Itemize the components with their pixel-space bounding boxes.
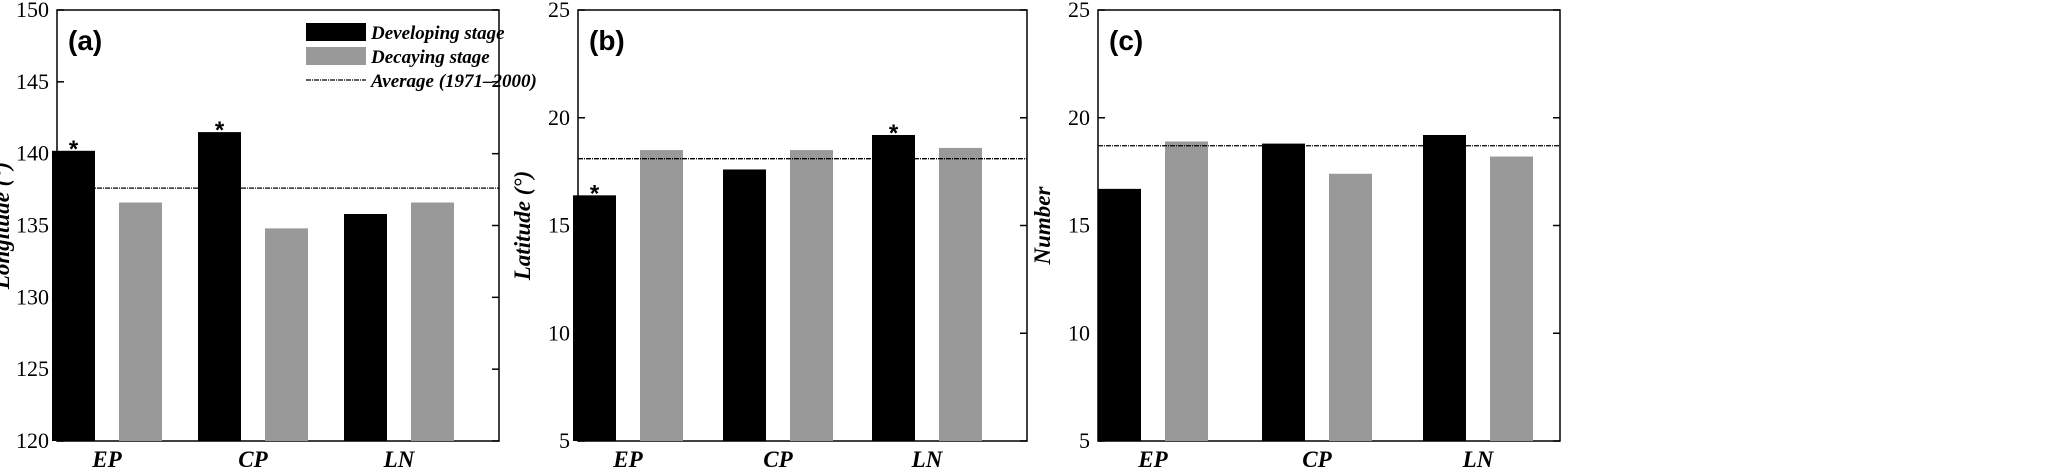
y-tick-label: 120 (16, 428, 49, 453)
y-tick-label: 20 (1068, 105, 1090, 130)
legend-decaying-swatch (306, 47, 366, 65)
y-tick-label: 145 (16, 69, 49, 94)
y-tick-label: 20 (548, 105, 570, 130)
legend-developing-swatch (306, 23, 366, 41)
panel-label: (a) (68, 25, 102, 56)
x-category-label: CP (763, 447, 793, 470)
y-tick-label: 140 (16, 141, 49, 166)
bar-decaying-ep (1165, 141, 1208, 441)
y-tick-label: 15 (548, 213, 570, 238)
panel-3: 5 10 15 20 25 Number (c) EP CP LN (1030, 0, 1561, 470)
x-category-label: EP (612, 447, 643, 470)
y-axis-label: Longitude (°) (0, 162, 14, 290)
y-tick-label: 5 (1079, 428, 1090, 453)
x-category-label: LN (383, 447, 416, 470)
y-tick-label: 25 (548, 0, 570, 22)
bar-decaying-cp (790, 150, 833, 441)
x-category-label: EP (1137, 447, 1168, 470)
x-category-label: LN (1462, 447, 1495, 470)
y-tick-label: 150 (16, 0, 49, 22)
panel-label: (b) (589, 25, 625, 56)
y-axis-label: Number (1030, 185, 1055, 265)
bar-developing-ep (1098, 188, 1141, 441)
bar-developing-ep (52, 150, 95, 441)
bar-decaying-cp (1329, 173, 1372, 441)
y-tick-label: 15 (1068, 213, 1090, 238)
y-tick-label: 25 (1068, 0, 1090, 22)
y-tick-label: 10 (548, 320, 570, 345)
significance-marker: * (590, 180, 600, 207)
panel-label: (c) (1109, 25, 1143, 56)
bar-developing-cp (198, 132, 241, 441)
y-tick-label: 5 (559, 428, 570, 453)
legend-average-label: Average (1971–2000) (370, 71, 537, 92)
significance-marker: * (889, 120, 899, 147)
bar-decaying-ln (1490, 156, 1533, 442)
bar-decaying-cp (265, 228, 308, 441)
y-tick-label: 125 (16, 356, 49, 381)
bar-decaying-ep (119, 202, 162, 441)
bar-decaying-ln (939, 147, 982, 442)
y-tick-label: 135 (16, 213, 49, 238)
bar-decaying-ep (640, 150, 683, 441)
bar-developing-cp (1262, 143, 1305, 442)
x-category-label: EP (91, 447, 122, 470)
y-axis-label: Latitude (°) (510, 171, 535, 282)
x-category-label: CP (238, 447, 268, 470)
significance-marker: * (69, 136, 79, 163)
legend-developing-label: Developing stage (370, 23, 505, 44)
bar-developing-cp (723, 169, 766, 441)
panel-2: 5 10 15 20 25 Latitude (°) (b) EP CP LN * * (510, 0, 1028, 470)
bar-developing-ln (872, 134, 915, 442)
bar-developing-ep (573, 195, 616, 441)
x-category-label: CP (1302, 447, 1332, 470)
y-tick-label: 10 (1068, 320, 1090, 345)
legend: Developing stage Decaying stage Average (1… (306, 23, 537, 92)
legend-decaying-label: Decaying stage (370, 47, 490, 68)
y-tick-label: 130 (16, 284, 49, 309)
panel-1: 120 125 130 135 140 145 150 Longitude (°) (a) EP C… (0, 0, 537, 470)
significance-marker: * (215, 117, 225, 144)
bar-developing-ln (344, 214, 387, 441)
x-category-label: LN (911, 447, 944, 470)
bar-decaying-ln (411, 202, 454, 441)
bar-developing-ln (1423, 134, 1466, 442)
